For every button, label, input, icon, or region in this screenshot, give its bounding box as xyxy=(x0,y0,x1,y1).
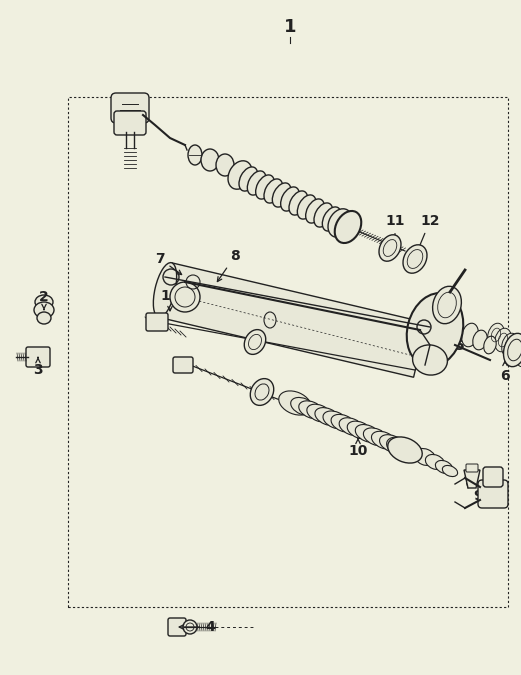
Ellipse shape xyxy=(414,448,436,466)
Text: 5: 5 xyxy=(455,333,465,353)
Ellipse shape xyxy=(272,183,291,207)
Text: 10: 10 xyxy=(349,438,368,458)
FancyBboxPatch shape xyxy=(466,464,478,472)
Ellipse shape xyxy=(244,329,266,354)
Polygon shape xyxy=(158,263,426,377)
Ellipse shape xyxy=(371,431,396,449)
Ellipse shape xyxy=(299,401,324,418)
Ellipse shape xyxy=(34,302,54,318)
FancyBboxPatch shape xyxy=(114,111,146,135)
Text: 1: 1 xyxy=(284,18,296,36)
Ellipse shape xyxy=(291,398,315,415)
Ellipse shape xyxy=(388,437,422,463)
Text: 7: 7 xyxy=(155,252,182,275)
Ellipse shape xyxy=(502,333,518,357)
Ellipse shape xyxy=(347,421,372,439)
FancyBboxPatch shape xyxy=(146,313,168,331)
Ellipse shape xyxy=(484,336,496,354)
Ellipse shape xyxy=(334,211,361,243)
Ellipse shape xyxy=(322,207,341,231)
Ellipse shape xyxy=(508,338,521,362)
Ellipse shape xyxy=(183,620,197,634)
Ellipse shape xyxy=(35,295,53,309)
Ellipse shape xyxy=(516,343,521,367)
Ellipse shape xyxy=(355,425,380,442)
Text: 4: 4 xyxy=(179,620,215,634)
FancyBboxPatch shape xyxy=(111,93,149,123)
Ellipse shape xyxy=(315,408,340,425)
FancyBboxPatch shape xyxy=(483,467,503,487)
Ellipse shape xyxy=(250,379,274,406)
Ellipse shape xyxy=(403,245,427,273)
Ellipse shape xyxy=(153,263,177,317)
Text: 13: 13 xyxy=(160,289,180,310)
Ellipse shape xyxy=(488,323,504,347)
Ellipse shape xyxy=(436,460,453,474)
Ellipse shape xyxy=(473,330,487,350)
Ellipse shape xyxy=(494,328,511,352)
Ellipse shape xyxy=(323,411,348,429)
Ellipse shape xyxy=(170,282,200,312)
Bar xyxy=(68,97,508,607)
Text: 8: 8 xyxy=(217,249,240,281)
Ellipse shape xyxy=(37,312,51,324)
FancyBboxPatch shape xyxy=(478,480,508,508)
Ellipse shape xyxy=(281,187,300,211)
Text: 6: 6 xyxy=(500,361,510,383)
Ellipse shape xyxy=(201,149,219,171)
Text: 9: 9 xyxy=(467,483,483,503)
Ellipse shape xyxy=(339,418,364,435)
Ellipse shape xyxy=(306,199,325,223)
Ellipse shape xyxy=(425,454,444,470)
Ellipse shape xyxy=(228,161,252,189)
Ellipse shape xyxy=(264,179,283,203)
FancyBboxPatch shape xyxy=(26,347,50,367)
Ellipse shape xyxy=(503,333,521,367)
Text: 3: 3 xyxy=(33,357,43,377)
Ellipse shape xyxy=(331,414,356,432)
Ellipse shape xyxy=(432,286,462,324)
Ellipse shape xyxy=(307,404,331,422)
Ellipse shape xyxy=(363,428,388,446)
Ellipse shape xyxy=(297,195,316,219)
Ellipse shape xyxy=(413,345,448,375)
Ellipse shape xyxy=(379,435,404,452)
Ellipse shape xyxy=(247,171,266,195)
Ellipse shape xyxy=(279,391,311,415)
Ellipse shape xyxy=(188,145,202,165)
Ellipse shape xyxy=(462,323,478,347)
Ellipse shape xyxy=(314,203,333,227)
FancyBboxPatch shape xyxy=(173,357,193,373)
FancyBboxPatch shape xyxy=(168,618,186,636)
Ellipse shape xyxy=(216,154,234,176)
Ellipse shape xyxy=(383,240,397,256)
Text: 12: 12 xyxy=(416,214,440,253)
Ellipse shape xyxy=(407,293,463,367)
Ellipse shape xyxy=(239,167,258,191)
Text: 11: 11 xyxy=(385,214,405,241)
Text: 2: 2 xyxy=(39,290,49,310)
Ellipse shape xyxy=(328,209,352,237)
Ellipse shape xyxy=(379,235,401,261)
Ellipse shape xyxy=(256,175,275,199)
Polygon shape xyxy=(464,470,480,488)
Ellipse shape xyxy=(289,191,308,215)
Ellipse shape xyxy=(442,466,457,477)
Ellipse shape xyxy=(387,437,413,457)
